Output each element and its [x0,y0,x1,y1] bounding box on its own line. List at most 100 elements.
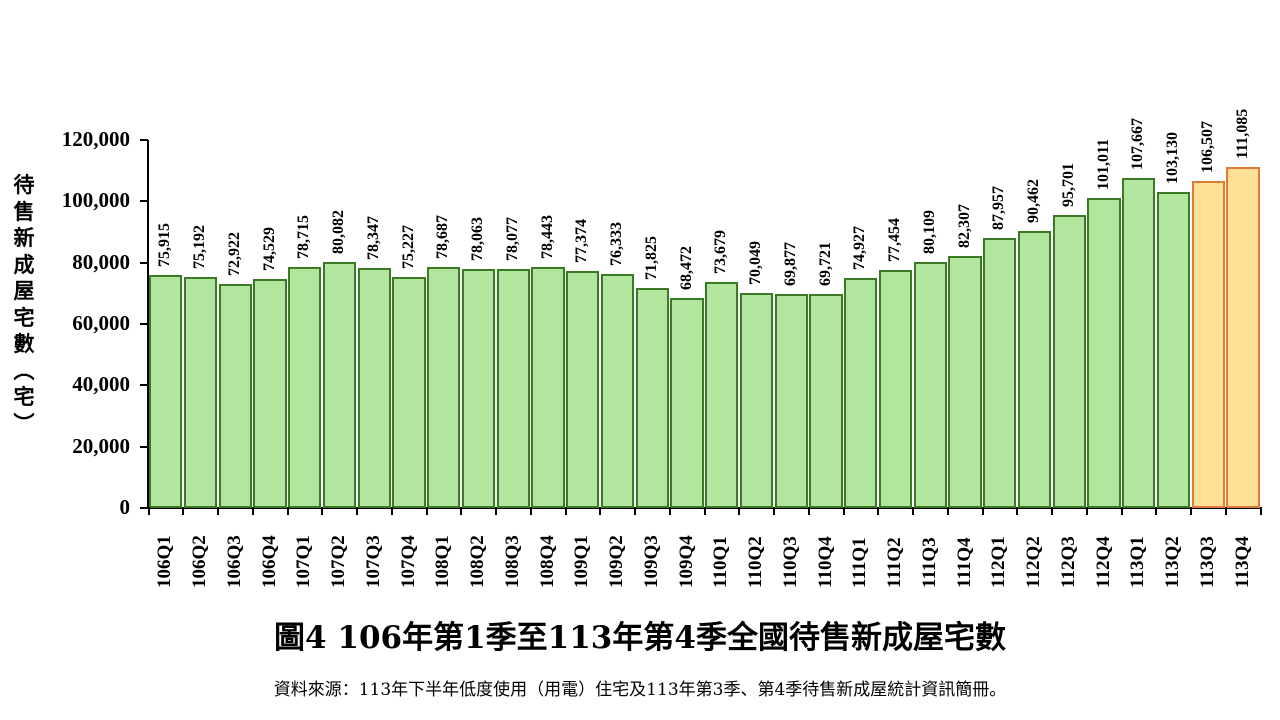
value-label: 90,462 [1025,178,1043,223]
x-tick-label: 107Q1 [293,535,315,588]
x-tick [286,507,289,515]
value-label: 101,011 [1094,139,1112,191]
value-label: 68,472 [677,246,695,291]
y-tick-label: 0 [119,495,131,519]
x-tick-label: 110Q2 [745,536,767,588]
bar-108Q4 [531,267,565,508]
bar-113Q4 [1226,167,1260,508]
bar-109Q1 [566,270,600,508]
y-axis-label-char: ︶ [13,410,35,436]
bar-108Q1 [427,266,461,508]
x-tick [946,507,949,515]
y-tick [140,139,148,141]
bar-110Q3 [774,293,808,508]
x-tick-label: 112Q2 [1023,536,1045,588]
x-tick-label: 108Q4 [536,535,558,588]
x-tick-label: 111Q2 [884,537,906,588]
value-label: 77,454 [886,218,904,263]
x-tick-label: 111Q3 [918,537,940,588]
y-tick-label: 80,000 [72,249,130,274]
y-tick [140,445,148,448]
bar-111Q2 [878,270,912,508]
x-tick [356,507,358,515]
x-tick [425,507,428,515]
bar-108Q3 [496,268,530,508]
value-label: 74,529 [260,227,278,272]
x-tick [460,507,463,515]
x-tick [773,507,775,515]
x-tick-label: 109Q1 [571,535,593,588]
x-tick-label: 109Q2 [606,535,628,588]
value-label: 72,922 [225,232,243,277]
bar-108Q2 [461,268,495,508]
x-tick-label: 107Q3 [362,535,384,588]
value-label: 80,082 [330,210,348,255]
x-tick [981,507,984,515]
x-tick-label: 113Q1 [1127,536,1149,588]
x-tick-label: 106Q4 [258,535,280,588]
value-label: 76,333 [608,221,626,266]
y-tick [140,323,148,325]
x-tick [599,507,602,515]
x-tick [668,507,671,515]
x-tick [634,507,636,515]
bar-107Q2 [322,262,356,508]
value-label: 69,877 [781,241,799,286]
x-tick [1016,507,1019,515]
bar-109Q4 [670,298,704,508]
y-axis-label-char: 新 [13,225,35,250]
y-tick-label: 60,000 [72,311,130,335]
x-tick-label: 110Q1 [710,536,732,588]
value-label: 78,443 [538,215,556,260]
y-tick-label: 40,000 [72,372,130,397]
value-label: 69,721 [816,242,834,287]
x-tick [912,507,914,515]
x-tick [564,507,567,515]
x-tick-label: 108Q1 [432,535,454,588]
bar-112Q4 [1087,198,1121,508]
x-tick-label: 109Q3 [640,535,662,588]
x-tick-label: 113Q3 [1196,536,1218,588]
x-tick [1224,507,1227,515]
bar-112Q2 [1017,230,1051,508]
bar-109Q2 [600,273,634,508]
bar-106Q3 [218,284,252,508]
x-tick [529,507,532,515]
x-tick-label: 109Q4 [675,535,697,588]
x-tick [703,507,706,515]
bar-107Q3 [357,267,391,508]
y-axis-label-char: 宅 [13,304,35,330]
bar-112Q1 [983,238,1017,508]
x-tick-label: 107Q2 [328,535,350,588]
y-axis-label-char: ︵ [13,357,35,383]
bar-109Q3 [635,287,669,508]
bar-110Q1 [705,282,739,508]
value-label: 75,227 [399,225,417,270]
x-tick-label: 113Q2 [1162,536,1184,588]
source-note: 資料來源：113年下半年低度使用（用電）住宅及113年第3季、第4季待售新成屋統… [273,680,1007,700]
x-tick [390,507,393,515]
y-axis-label: 待售新成屋宅數 ︵ 宅 ︶ [10,172,38,437]
y-tick [140,200,148,203]
bar-107Q1 [288,266,322,508]
bar-113Q1 [1122,177,1156,508]
value-label: 103,130 [1164,131,1182,184]
value-label: 78,063 [469,216,487,261]
y-axis-line [147,140,149,509]
x-tick [807,507,810,515]
value-label: 78,687 [434,214,452,259]
y-tick [140,261,148,264]
bar-111Q1 [844,278,878,508]
value-label: 74,927 [851,226,869,271]
value-label: 87,957 [990,186,1008,231]
x-tick-label: 106Q1 [154,535,176,588]
bar-106Q1 [149,275,183,508]
y-tick [140,384,148,387]
x-tick [842,507,845,515]
x-tick [1190,507,1192,515]
x-tick [217,507,219,515]
x-tick [251,507,254,515]
bar-110Q4 [809,294,843,508]
value-label: 73,679 [712,230,730,275]
